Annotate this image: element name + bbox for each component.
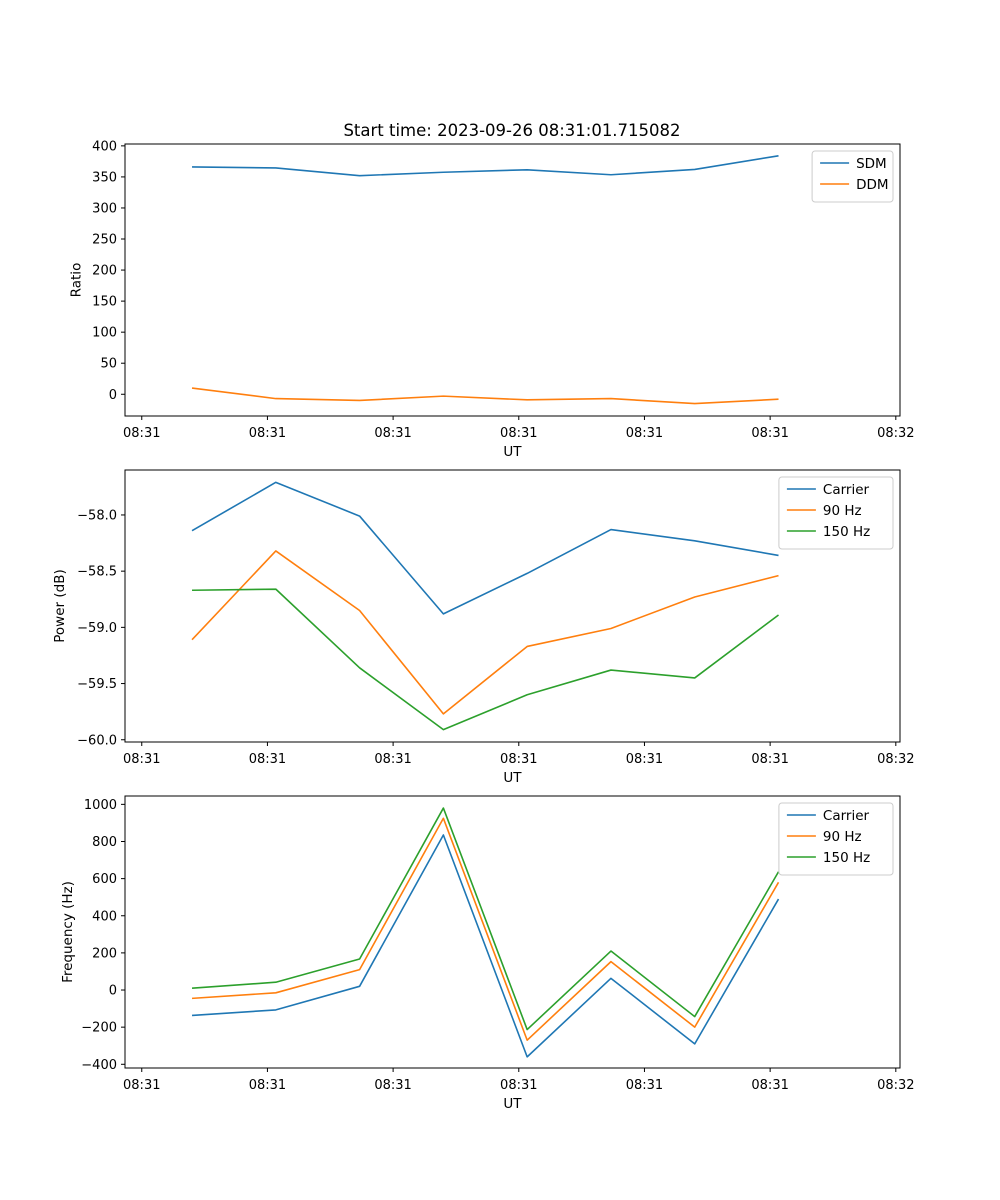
series-line-sdm <box>192 155 779 177</box>
y-tick-label: −59.0 <box>77 621 117 636</box>
series-line-carrier <box>191 834 780 1058</box>
x-tick-label: 08:31 <box>626 426 663 441</box>
y-tick-label: 200 <box>92 264 117 279</box>
x-tick-label: 08:31 <box>626 752 663 767</box>
y-axis-label: Frequency (Hz) <box>60 881 76 983</box>
x-tick-label: 08:31 <box>751 752 788 767</box>
y-axis-label: Ratio <box>68 263 84 298</box>
x-tick-label: 08:32 <box>877 752 914 767</box>
x-tick-label: 08:31 <box>500 752 537 767</box>
y-tick-label: −60.0 <box>77 733 117 748</box>
plots-container: 08:31 08:31 08:31 08:31 08:31 08:31 08:32 0 50 10… <box>52 139 915 1112</box>
y-tick-label: −58.5 <box>77 565 117 580</box>
series-line-90-hz <box>191 550 779 715</box>
subplot-3: 08:31 08:31 08:31 08:31 08:31 08:31 08:32 −400 −… <box>60 795 915 1112</box>
x-tick-label: 08:31 <box>500 426 537 441</box>
subplot-2: 08:31 08:31 08:31 08:31 08:31 08:31 08:32 −60.0… <box>52 469 915 786</box>
x-tick-label: 08:32 <box>877 1078 914 1093</box>
x-tick-label: 08:31 <box>500 1078 537 1093</box>
y-tick-label: −400 <box>81 1058 117 1073</box>
y-tick-label: 100 <box>92 326 117 341</box>
y-tick-label: 0 <box>109 984 117 999</box>
y-tick-label: 600 <box>92 872 117 887</box>
x-tick-label: 08:31 <box>374 752 411 767</box>
x-tick-label: 08:31 <box>751 1078 788 1093</box>
x-tick-label: 08:32 <box>877 426 914 441</box>
x-tick-label: 08:31 <box>249 752 286 767</box>
y-tick-label: 800 <box>92 835 117 850</box>
y-tick-label: −58.0 <box>77 508 117 523</box>
legend-label: SDM <box>856 156 887 172</box>
figure-title: Start time: 2023-09-26 08:31:01.715082 <box>343 121 680 140</box>
y-tick-label: 1000 <box>84 798 117 813</box>
x-tick-label: 08:31 <box>123 752 160 767</box>
legend-label: Carrier <box>823 808 870 824</box>
x-axis-label: UT <box>503 1096 522 1112</box>
x-tick-label: 08:31 <box>374 426 411 441</box>
x-axis-label: UT <box>503 770 522 786</box>
x-axis-label: UT <box>503 444 522 460</box>
y-tick-label: 250 <box>92 233 117 248</box>
x-tick-label: 08:31 <box>123 426 160 441</box>
legend-label: Carrier <box>823 482 870 498</box>
x-tick-label: 08:31 <box>249 426 286 441</box>
legend-label: 150 Hz <box>823 524 870 540</box>
y-axis-label: Power (dB) <box>52 569 68 642</box>
legend-label: 150 Hz <box>823 850 870 866</box>
legend: Carrier 90 Hz 150 Hz <box>778 476 894 550</box>
legend-label: DDM <box>856 177 888 193</box>
y-tick-label: 400 <box>92 139 117 154</box>
series-line-90-hz <box>191 817 780 1041</box>
x-tick-label: 08:31 <box>249 1078 286 1093</box>
legend-label: 90 Hz <box>823 829 862 845</box>
series-line-150-hz <box>191 807 780 1031</box>
axes-frame <box>124 469 901 743</box>
y-tick-label: 350 <box>92 170 117 185</box>
series-line-ddm <box>191 387 779 405</box>
x-tick-label: 08:31 <box>751 426 788 441</box>
y-tick-label: 300 <box>92 201 117 216</box>
legend: SDM DDM <box>811 150 894 203</box>
x-tick-label: 08:31 <box>374 1078 411 1093</box>
y-tick-label: 150 <box>92 295 117 310</box>
x-tick-label: 08:31 <box>123 1078 160 1093</box>
y-tick-label: 200 <box>92 946 117 961</box>
legend: Carrier 90 Hz 150 Hz <box>778 802 894 876</box>
y-tick-label: 400 <box>92 909 117 924</box>
legend-label: 90 Hz <box>823 503 862 519</box>
y-tick-label: −59.5 <box>77 677 117 692</box>
y-tick-label: 0 <box>109 388 117 403</box>
subplot-1: 08:31 08:31 08:31 08:31 08:31 08:31 08:32 0 50 10… <box>68 139 914 460</box>
x-tick-label: 08:31 <box>626 1078 663 1093</box>
y-tick-label: −200 <box>81 1021 117 1036</box>
axes-frame <box>124 795 901 1069</box>
series-line-carrier <box>191 481 779 615</box>
series-line-150-hz <box>192 588 779 731</box>
axes-frame <box>124 143 901 417</box>
y-tick-label: 50 <box>100 357 117 372</box>
